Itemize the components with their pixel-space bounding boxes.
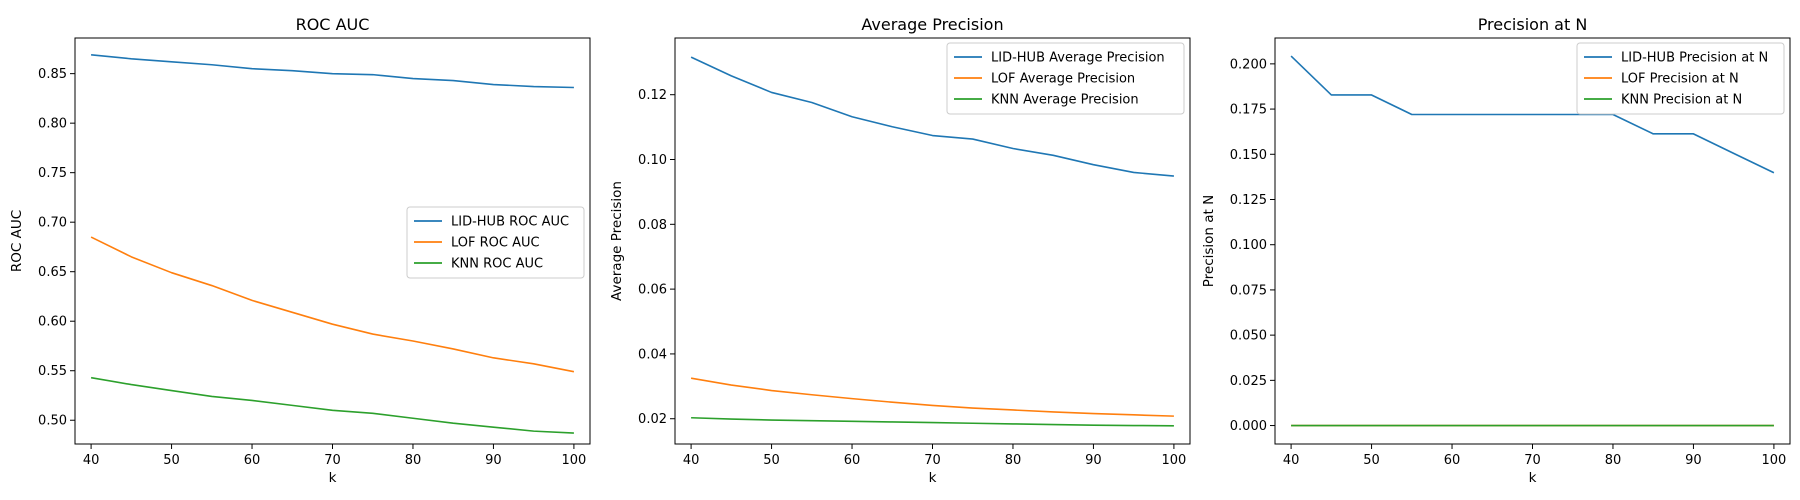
y-tick-label: 0.10 — [638, 153, 667, 168]
y-tick-label: 0.200 — [1230, 57, 1267, 72]
chart-panel-3: 40 50 60 70 80 90 100 0.000 0.025 0.050 0.075 0.100… — [1201, 15, 1791, 486]
y-tick-label: 0.075 — [1230, 283, 1267, 298]
x-tick-label: 40 — [683, 453, 700, 468]
y-tick-label: 0.12 — [638, 88, 667, 103]
x-tick-label: 90 — [1685, 453, 1702, 468]
y-tick-label: 0.08 — [638, 218, 667, 233]
chart-title: Precision at N — [1478, 15, 1588, 34]
y-tick-label: 0.02 — [638, 412, 667, 427]
legend-entry: LOF ROC AUC — [451, 236, 540, 251]
x-tick-label: 70 — [324, 453, 341, 468]
chart-title: ROC AUC — [296, 15, 370, 34]
series-line-1 — [690, 56, 1174, 177]
y-tick-label: 0.000 — [1230, 419, 1267, 434]
x-axis-label: k — [1529, 470, 1537, 486]
x-tick-label: 60 — [244, 453, 261, 468]
legend-entry: LID-HUB Average Precision — [991, 51, 1165, 66]
x-tick-label: 80 — [405, 453, 422, 468]
legend-entry: KNN Average Precision — [991, 93, 1139, 108]
x-tick-label: 60 — [844, 453, 861, 468]
y-axis-label: Precision at N — [1201, 195, 1217, 287]
y-tick-label: 0.65 — [38, 265, 67, 280]
series-line-3 — [90, 376, 574, 434]
x-tick-label: 90 — [1085, 453, 1102, 468]
legend: LID-HUB ROC AUC LOF ROC AUC KNN ROC AUC — [406, 206, 585, 279]
legend: LID-HUB Average Precision LOF Average Pre… — [946, 42, 1185, 115]
series-line-1 — [91, 54, 574, 89]
series-line-2 — [90, 236, 575, 373]
legend-box — [406, 206, 585, 279]
legend-entry: LID-HUB ROC AUC — [451, 215, 569, 230]
y-tick-label: 0.050 — [1230, 329, 1267, 344]
legend-box — [1576, 42, 1785, 115]
x-tick-label: 60 — [1444, 453, 1461, 468]
x-tick-label: 100 — [1761, 453, 1786, 468]
chart-panel-1: 40 50 60 70 80 90 100 0.50 0.55 0.60 0.65 0.70 0.75 0… — [9, 15, 591, 486]
series-line-2 — [690, 377, 1174, 417]
y-tick-label: 0.025 — [1230, 374, 1267, 389]
x-tick-label: 80 — [1605, 453, 1622, 468]
x-tick-label: 100 — [1161, 453, 1186, 468]
legend: LID-HUB Precision at N LOF Precision at N… — [1576, 42, 1785, 115]
x-tick-label: 100 — [561, 453, 586, 468]
series-line-1 — [1290, 55, 1775, 174]
legend-entry: KNN ROC AUC — [451, 257, 543, 272]
y-tick-label: 0.175 — [1230, 103, 1267, 118]
x-tick-label: 40 — [1283, 453, 1300, 468]
chart-panel-2: 40 50 60 70 80 90 100 0.02 0.04 0.06 0.08 0.10 0.12 A… — [609, 15, 1191, 486]
y-axis-label: ROC AUC — [9, 210, 25, 272]
x-tick-label: 40 — [83, 453, 100, 468]
y-tick-label: 0.60 — [38, 315, 67, 330]
y-tick-label: 0.80 — [38, 117, 67, 132]
x-tick-label: 50 — [163, 453, 180, 468]
y-tick-label: 0.55 — [38, 364, 67, 379]
y-tick-label: 0.150 — [1230, 148, 1267, 163]
y-tick-label: 0.70 — [38, 216, 67, 231]
y-tick-label: 0.100 — [1230, 238, 1267, 253]
x-tick-label: 70 — [1524, 453, 1541, 468]
y-axis-label: Average Precision — [609, 181, 625, 301]
x-tick-label: 90 — [485, 453, 502, 468]
y-tick-label: 0.85 — [38, 67, 67, 82]
x-tick-label: 50 — [763, 453, 780, 468]
y-tick-label: 0.04 — [638, 347, 667, 362]
legend-entry: LOF Average Precision — [991, 72, 1135, 87]
x-tick-label: 70 — [924, 453, 941, 468]
legend-entry: LOF Precision at N — [1621, 72, 1739, 87]
y-tick-label: 0.75 — [38, 166, 67, 181]
x-axis-label: k — [929, 470, 937, 486]
x-tick-label: 50 — [1363, 453, 1380, 468]
chart-title: Average Precision — [861, 15, 1003, 34]
x-axis-label: k — [329, 470, 337, 486]
y-tick-label: 0.06 — [638, 283, 667, 298]
y-tick-label: 0.125 — [1230, 193, 1267, 208]
legend-entry: LID-HUB Precision at N — [1621, 51, 1768, 66]
legend-entry: KNN Precision at N — [1621, 93, 1742, 108]
legend-box — [946, 42, 1185, 115]
series-line-3 — [691, 416, 1174, 427]
x-tick-label: 80 — [1005, 453, 1022, 468]
y-tick-label: 0.50 — [38, 414, 67, 429]
